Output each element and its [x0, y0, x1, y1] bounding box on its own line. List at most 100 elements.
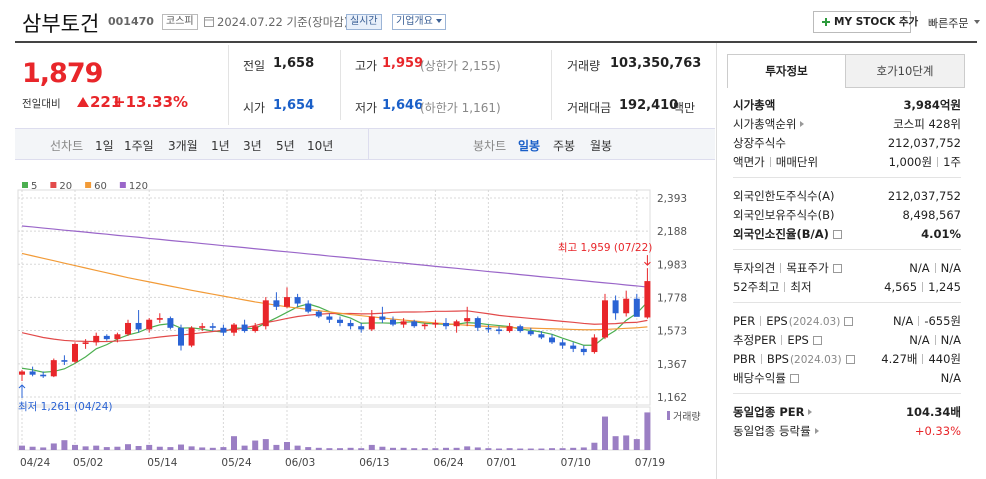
candle-body	[400, 321, 407, 325]
panel-divider	[716, 43, 717, 479]
period-tab[interactable]: 5년	[276, 139, 295, 153]
separator	[760, 316, 762, 326]
info-row: 시가총액순위 코스피 428위	[733, 114, 961, 133]
separator	[780, 263, 782, 273]
label-text: 추정PER	[733, 332, 777, 347]
volume-bar	[400, 447, 407, 450]
info-label: 투자의견 목표주가	[733, 260, 842, 276]
volume-bar	[209, 447, 216, 450]
low-arrow	[18, 384, 26, 398]
realtime-badge[interactable]: 실시간	[346, 14, 382, 30]
label-note: (2024.03)	[788, 315, 841, 328]
volume-bar	[19, 445, 25, 450]
separator	[784, 282, 786, 292]
invest-tab[interactable]: 호가10단계	[845, 54, 965, 88]
volume-bar	[559, 448, 566, 450]
volume-bar	[527, 448, 534, 450]
separator	[781, 335, 783, 345]
value-text: 440원	[928, 351, 961, 366]
info-label: PER EPS(2024.03)	[733, 313, 854, 328]
volume-frame	[17, 406, 651, 451]
candle-body	[103, 335, 110, 340]
quote-value: 1,658	[273, 56, 315, 71]
period-bar	[15, 128, 715, 160]
candle-body	[347, 322, 354, 327]
period-tab[interactable]: 1주일	[124, 139, 154, 153]
info-label: 추정PER EPS	[733, 332, 822, 348]
period-tab[interactable]: 3년	[243, 139, 262, 153]
separator	[922, 282, 924, 292]
invest-tab[interactable]: 투자정보	[727, 54, 846, 88]
volume-bar	[273, 444, 280, 450]
candle-body	[474, 318, 481, 328]
volume-bar	[506, 448, 513, 450]
candle-body	[273, 300, 280, 307]
period-tab[interactable]: 주봉	[553, 139, 576, 153]
candle-body	[633, 298, 640, 317]
info-value: 4,565 1,245	[884, 280, 961, 294]
candle-body	[61, 360, 68, 362]
volume-bar	[284, 442, 290, 450]
quote-label: 시가	[243, 101, 266, 115]
candle-body	[188, 327, 195, 346]
link-arrow	[814, 428, 819, 434]
label-text: 동일업종 등락률	[733, 423, 811, 438]
label-text: PER	[733, 313, 756, 328]
label-text: 52주최고	[733, 279, 780, 294]
candle-body	[156, 318, 163, 320]
value-text: 1,245	[928, 279, 961, 294]
separator	[922, 354, 924, 364]
quick-order[interactable]: 빠른주문	[928, 17, 969, 30]
value-text: 1주	[943, 154, 961, 169]
value-text: 코스피 428위	[893, 116, 961, 131]
candle-body	[29, 371, 36, 375]
period-tab[interactable]: 일봉	[518, 139, 541, 153]
candle-body	[390, 319, 396, 325]
info-group: 동일업종 PER 104.34배 동일업종 등락률 +0.33%	[733, 393, 961, 446]
calendar-icon	[204, 17, 214, 27]
candle-body	[485, 327, 492, 330]
period-tab[interactable]: 1일	[95, 139, 114, 153]
info-value: 104.34배	[906, 404, 961, 420]
quote-value: 103,350,763	[610, 56, 702, 71]
quote-label: 거래량	[567, 59, 601, 73]
volume-bar	[29, 446, 36, 450]
info-value: 4.27배 440원	[881, 351, 961, 367]
divider	[551, 50, 552, 120]
x-tick-label: 07/10	[561, 457, 591, 469]
volume-bar	[496, 448, 502, 450]
x-tick-label: 06/03	[285, 457, 315, 469]
info-value: +0.33%	[915, 424, 961, 438]
volume-bar	[103, 447, 110, 450]
value-text: N/A	[909, 332, 930, 347]
my-stock-button[interactable]: MY STOCK 추가	[813, 11, 918, 33]
info-row: 동일업종 등락률 +0.33%	[733, 421, 961, 440]
volume-legend-swatch	[667, 411, 670, 420]
volume-bar	[82, 446, 89, 450]
my-stock-label: MY STOCK 추가	[834, 16, 919, 28]
period-tab[interactable]: 1년	[211, 139, 230, 153]
volume-bar	[199, 447, 206, 450]
candle-body	[358, 326, 365, 330]
period-tab[interactable]: 월봉	[590, 139, 613, 153]
period-tab[interactable]: 3개월	[168, 139, 198, 153]
label-text: 시가총액	[733, 97, 776, 112]
label-text: BPS	[766, 351, 789, 366]
volume-bar	[432, 448, 439, 450]
period-tab[interactable]: 10년	[307, 139, 334, 153]
info-value: N/A -655원	[893, 313, 961, 329]
candle-body	[421, 324, 428, 327]
candle-body	[72, 343, 78, 362]
info-label: PBR BPS(2024.03)	[733, 352, 855, 366]
separator	[937, 157, 939, 167]
candle-body	[538, 334, 545, 338]
change-label: 전일대비	[22, 98, 61, 110]
label-text: EPS	[787, 332, 809, 347]
overview-button[interactable]: 기업개요	[392, 14, 446, 30]
change: 221	[90, 93, 122, 111]
volume-bar	[114, 446, 121, 450]
candle-body	[453, 321, 460, 327]
candle-body	[612, 300, 619, 314]
info-label: 상장주식수	[733, 135, 786, 151]
info-row: 상장주식수 212,037,752	[733, 133, 961, 152]
